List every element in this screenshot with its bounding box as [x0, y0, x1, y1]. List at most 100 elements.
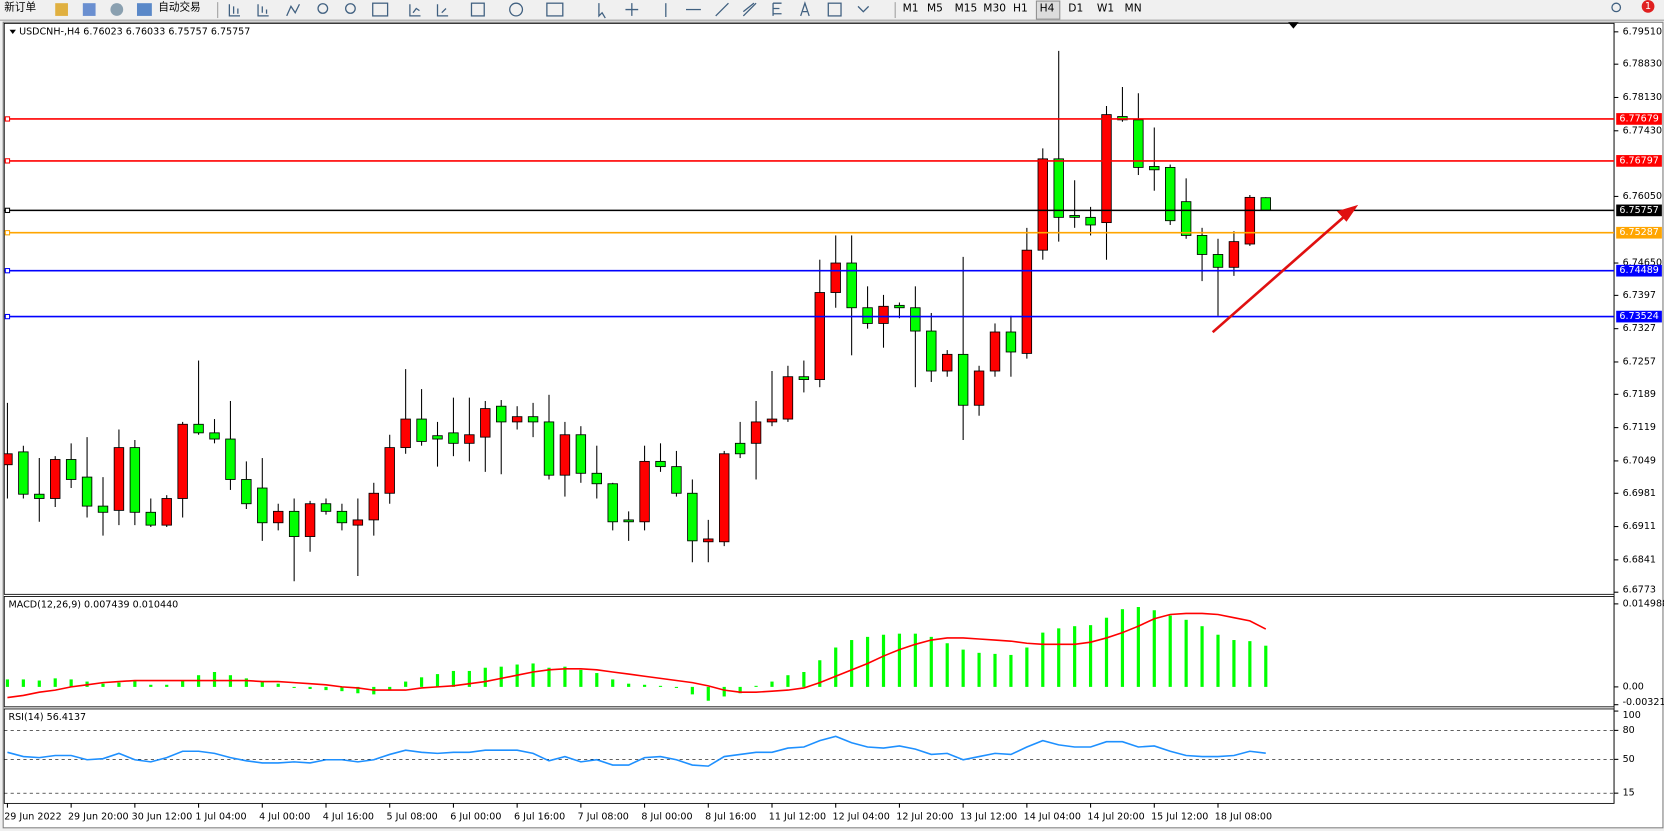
- trend-arrow[interactable]: [1211, 215, 1346, 334]
- candle-body: [559, 434, 571, 476]
- icon[interactable]: [509, 2, 524, 17]
- x-tick-label: 6 Jul 00:00: [450, 812, 501, 823]
- level-handle[interactable]: [4, 313, 11, 320]
- icon[interactable]: [317, 3, 329, 14]
- icon[interactable]: [470, 2, 485, 17]
- y-tick-label: 6.7189: [1623, 389, 1656, 400]
- timeframe-button[interactable]: H4: [1040, 1, 1055, 14]
- symbol-menu[interactable]: [9, 29, 16, 34]
- macd-bar: [850, 640, 854, 687]
- level-price-tag: [1616, 155, 1662, 167]
- icon[interactable]: [742, 2, 757, 17]
- macd-bar: [21, 679, 25, 687]
- icon[interactable]: [715, 2, 729, 17]
- macd-bar: [913, 633, 917, 687]
- icon[interactable]: [286, 3, 301, 17]
- auto-trading-label[interactable]: 自动交易: [158, 0, 200, 13]
- icon[interactable]: [55, 3, 68, 16]
- y-tick-label: -0.003216: [1623, 697, 1664, 708]
- chart-shift-marker[interactable]: [1288, 22, 1299, 29]
- candle-body: [257, 487, 268, 524]
- timeframe-button[interactable]: H1: [1013, 1, 1028, 14]
- candle-body: [607, 483, 618, 523]
- candle-body: [527, 416, 539, 423]
- notification-count[interactable]: 1: [1645, 1, 1651, 12]
- icon[interactable]: [257, 4, 269, 17]
- level-handle[interactable]: [4, 158, 11, 164]
- icon[interactable]: [827, 2, 842, 17]
- x-tick-label: 12 Jul 04:00: [833, 812, 890, 823]
- icon[interactable]: [598, 3, 606, 19]
- tool-icons[interactable]: [228, 1, 1622, 19]
- icon[interactable]: [772, 2, 782, 16]
- icon[interactable]: [345, 3, 356, 14]
- macd-bar: [1088, 625, 1093, 687]
- icon[interactable]: [800, 1, 810, 17]
- icon[interactable]: [372, 2, 389, 17]
- candle-body: [1021, 249, 1033, 354]
- icon[interactable]: [546, 2, 564, 17]
- candle-body: [1244, 196, 1256, 245]
- macd-bar: [595, 673, 599, 687]
- notification-badge[interactable]: [1641, 0, 1655, 13]
- macd-bar: [1200, 626, 1204, 687]
- macd-bar: [451, 670, 456, 687]
- level-handle[interactable]: [4, 268, 11, 274]
- level-handle[interactable]: [4, 116, 11, 122]
- candle-body: [639, 460, 650, 523]
- candle-body: [655, 460, 666, 468]
- timeframe-button[interactable]: D1: [1068, 1, 1083, 14]
- candle-body: [496, 405, 507, 423]
- icon[interactable]: [436, 4, 449, 17]
- candle-body: [543, 421, 555, 476]
- auto-trading-button[interactable]: 自动交易: [158, 0, 200, 13]
- macd-bar: [627, 683, 631, 687]
- candle-body: [719, 453, 730, 543]
- candle-body: [480, 408, 491, 438]
- level-price-label: 6.74489: [1619, 265, 1658, 276]
- candle-body: [687, 492, 698, 542]
- candle-body: [432, 435, 443, 440]
- candle-body: [129, 447, 141, 513]
- level-price-label: 6.77679: [1619, 113, 1658, 124]
- y-tick-label: 6.76050: [1623, 191, 1662, 202]
- new-order-label[interactable]: 新订单: [4, 0, 36, 13]
- icon[interactable]: [82, 3, 96, 16]
- icon[interactable]: [110, 3, 124, 16]
- macd-bar: [181, 680, 185, 687]
- pane-title: USDCNH-,H4 6.76023 6.76033 6.75757 6.757…: [19, 26, 250, 37]
- timeframe-button[interactable]: M30: [983, 1, 1006, 14]
- macd-bar: [276, 683, 280, 687]
- level-handle[interactable]: [4, 207, 11, 214]
- icon[interactable]: [625, 3, 639, 16]
- trend-arrowhead[interactable]: [1336, 204, 1359, 222]
- x-tick-label: 7 Jul 08:00: [578, 812, 629, 823]
- level-price-label: 6.73524: [1619, 311, 1658, 322]
- macd-bar: [467, 670, 471, 687]
- macd-bar: [212, 671, 217, 687]
- icon[interactable]: [857, 5, 870, 13]
- timeframe-button[interactable]: M15: [955, 1, 978, 14]
- icon[interactable]: [228, 4, 240, 17]
- icon[interactable]: [409, 4, 421, 17]
- timeframe-button[interactable]: W1: [1097, 1, 1114, 14]
- macd-bar: [738, 686, 742, 694]
- macd-bar: [149, 684, 153, 687]
- timeframe-active[interactable]: [1035, 0, 1061, 20]
- icon[interactable]: [136, 3, 152, 16]
- y-tick-label: 100: [1623, 710, 1641, 721]
- timeframe-button[interactable]: M1: [903, 1, 919, 14]
- candle-body: [352, 519, 364, 526]
- new-order-button[interactable]: 新订单: [4, 0, 36, 13]
- level-handle[interactable]: [4, 230, 11, 236]
- level-price-tag: [1616, 226, 1662, 239]
- timeframe-button[interactable]: M5: [927, 1, 943, 14]
- candle-body: [97, 505, 109, 513]
- icon[interactable]: [1611, 2, 1622, 13]
- candle-body: [288, 510, 300, 537]
- y-tick-label: 6.6981: [1623, 488, 1656, 499]
- macd-bar: [834, 647, 838, 687]
- timeframe-button[interactable]: MN: [1125, 1, 1142, 14]
